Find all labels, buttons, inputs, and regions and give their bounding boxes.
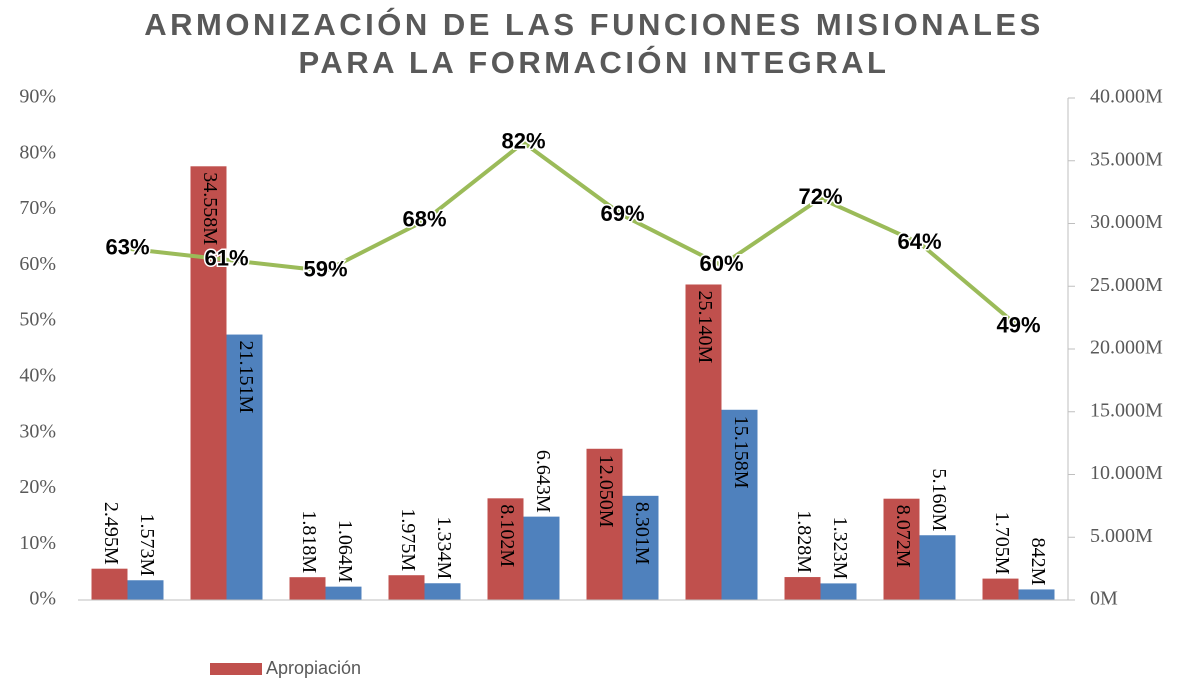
value-label: 1.818M [298,510,320,573]
value-label: 68% [402,207,446,232]
bar [1018,589,1055,600]
y-tick-label: 20% [19,476,56,498]
bar [820,583,857,600]
bar [91,568,128,600]
value-label: 8.072M [892,505,914,568]
y-tick-label: 90% [19,86,56,108]
value-label: 8.301M [631,502,653,565]
y-tick-label: 0% [29,588,56,610]
bar [127,580,164,600]
bar [190,166,227,600]
value-label: 25.140M [694,290,716,363]
value-label: 6.643M [532,450,554,513]
bar [784,577,821,600]
bar [586,448,623,600]
chart-title: ARMONIZACIÓN DE LAS FUNCIONES MISIONALES… [144,7,1044,80]
value-label: 60% [699,251,743,276]
legend-label: Apropiación [266,658,361,678]
y2-tick-label: 25.000M [1090,274,1163,296]
y2-tick-label: 0M [1090,588,1118,610]
value-label: 5.160M [928,468,950,531]
value-label: 15.158M [730,416,752,489]
bar [325,586,362,600]
bar [685,284,722,600]
value-label: 34.558M [199,172,221,245]
y-tick-label: 40% [19,364,56,386]
y2-tick-label: 35.000M [1090,148,1163,170]
y2-tick-label: 30.000M [1090,211,1163,233]
y-tick-label: 60% [19,253,56,275]
y2-tick-label: 10.000M [1090,462,1163,484]
value-label: 1.064M [334,520,356,583]
value-label: 2.495M [100,502,122,565]
value-label: 64% [897,229,941,254]
bar [622,495,659,600]
value-label: 72% [798,184,842,209]
value-label: 21.151M [235,341,257,414]
value-label: 49% [996,313,1040,338]
line [127,140,1020,329]
value-label: 63% [105,234,149,259]
value-label: 1.323M [829,517,851,580]
bar [226,334,263,600]
bar [523,516,560,600]
value-label: 59% [303,257,347,282]
y-tick-label: 50% [19,309,56,331]
value-label: 1.975M [397,508,419,571]
value-label: 1.828M [793,510,815,573]
y2-tick-label: 5.000M [1090,525,1153,547]
value-label: 8.102M [496,504,518,567]
bar [982,578,1019,600]
bar [424,583,461,600]
bar [883,498,920,600]
value-label: 82% [501,128,545,153]
y2-tick-label: 15.000M [1090,399,1163,421]
value-label: 69% [600,201,644,226]
y2-tick-label: 20.000M [1090,337,1163,359]
legend-swatch [210,663,262,675]
y-tick-label: 30% [19,420,56,442]
bar [487,498,524,600]
bar [388,575,425,600]
y-tick-label: 10% [19,532,56,554]
value-label: 1.573M [136,513,158,576]
bar [289,577,326,600]
value-label: 842M [1027,538,1049,586]
y2-tick-label: 40.000M [1090,86,1163,108]
bar [919,535,956,600]
y-tick-label: 80% [19,141,56,163]
value-label: 12.050M [595,455,617,528]
bar [721,409,758,600]
value-label: 61% [204,246,248,271]
value-label: 1.705M [991,512,1013,575]
value-label: 1.334M [433,516,455,579]
y-tick-label: 70% [19,197,56,219]
